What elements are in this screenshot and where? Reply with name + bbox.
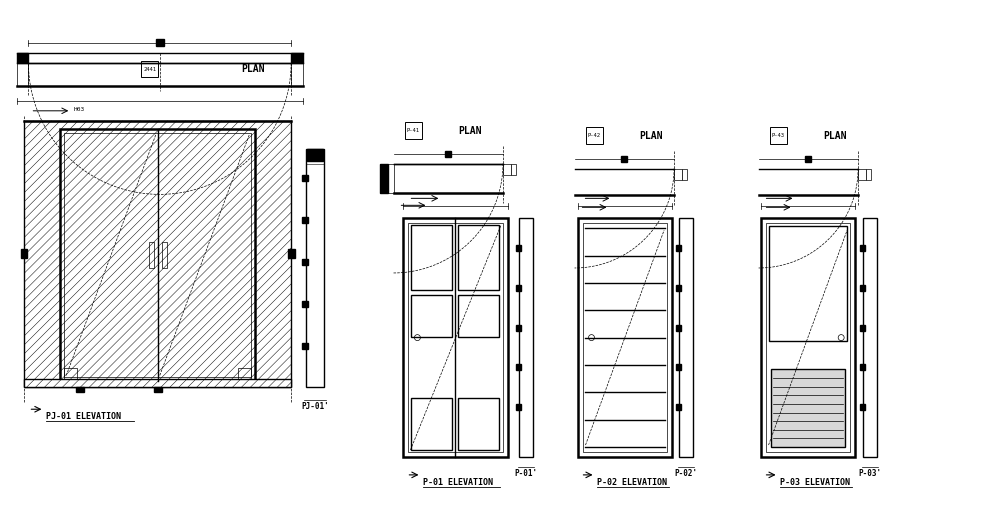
- Bar: [302, 259, 308, 265]
- Bar: [863, 218, 877, 457]
- Bar: [679, 218, 693, 457]
- Bar: [503, 164, 511, 175]
- Bar: [162, 242, 167, 268]
- Text: P-41: P-41: [406, 128, 420, 133]
- Bar: [805, 156, 811, 162]
- Bar: [676, 325, 681, 331]
- Bar: [411, 398, 452, 450]
- Text: P-02 ELEVATION: P-02 ELEVATION: [597, 478, 668, 487]
- Bar: [860, 245, 865, 251]
- Bar: [768, 226, 848, 341]
- Bar: [288, 249, 295, 258]
- Bar: [380, 164, 394, 193]
- Bar: [516, 325, 521, 331]
- Bar: [866, 168, 871, 181]
- Bar: [64, 369, 77, 380]
- Bar: [25, 121, 291, 388]
- Bar: [21, 249, 28, 258]
- Bar: [761, 218, 855, 457]
- Text: PLAN: PLAN: [458, 126, 482, 136]
- Text: PLAN: PLAN: [639, 130, 663, 140]
- Bar: [621, 156, 627, 162]
- Bar: [516, 285, 521, 291]
- Bar: [60, 129, 255, 381]
- Bar: [404, 218, 508, 457]
- Bar: [578, 218, 673, 457]
- Bar: [17, 53, 29, 63]
- Bar: [302, 217, 308, 223]
- Bar: [516, 364, 521, 371]
- Bar: [154, 388, 162, 392]
- Bar: [148, 242, 154, 268]
- Text: P-42: P-42: [588, 133, 601, 138]
- Bar: [860, 325, 865, 331]
- Text: 2441: 2441: [143, 67, 156, 71]
- Bar: [458, 398, 499, 450]
- Bar: [682, 168, 687, 181]
- Bar: [676, 364, 681, 371]
- Bar: [306, 148, 324, 388]
- Bar: [76, 388, 84, 392]
- Bar: [860, 404, 865, 410]
- Bar: [238, 369, 251, 380]
- Text: P-43: P-43: [772, 133, 785, 138]
- Bar: [17, 53, 29, 86]
- Text: P-03': P-03': [858, 469, 881, 478]
- Bar: [380, 164, 388, 193]
- Text: P-02': P-02': [674, 469, 697, 478]
- Bar: [302, 301, 308, 307]
- Bar: [411, 225, 452, 290]
- Bar: [516, 245, 521, 251]
- Bar: [458, 295, 499, 337]
- Text: PLAN: PLAN: [241, 64, 265, 74]
- Text: PJ-01 ELEVATION: PJ-01 ELEVATION: [46, 412, 122, 421]
- Text: P-03 ELEVATION: P-03 ELEVATION: [780, 478, 851, 487]
- Bar: [291, 53, 303, 63]
- Bar: [156, 39, 164, 46]
- Bar: [516, 404, 521, 410]
- Text: PLAN: PLAN: [823, 130, 847, 140]
- Text: H03: H03: [73, 107, 84, 112]
- Bar: [302, 175, 308, 182]
- Bar: [676, 245, 681, 251]
- Bar: [291, 53, 303, 86]
- Bar: [411, 295, 452, 337]
- Bar: [583, 223, 668, 452]
- Bar: [302, 343, 308, 348]
- Bar: [519, 218, 533, 457]
- Bar: [765, 223, 851, 452]
- Bar: [676, 404, 681, 410]
- Bar: [770, 370, 846, 447]
- Bar: [445, 150, 451, 157]
- Text: P-01': P-01': [514, 469, 537, 478]
- Bar: [25, 380, 291, 388]
- Bar: [511, 164, 516, 175]
- Bar: [676, 285, 681, 291]
- Bar: [674, 168, 682, 181]
- Bar: [860, 285, 865, 291]
- Bar: [860, 364, 865, 371]
- Text: P-01 ELEVATION: P-01 ELEVATION: [423, 478, 494, 487]
- Text: PJ-01': PJ-01': [301, 402, 328, 411]
- Bar: [858, 168, 866, 181]
- Bar: [458, 225, 499, 290]
- Bar: [307, 148, 322, 161]
- Bar: [64, 133, 251, 378]
- Bar: [408, 223, 503, 452]
